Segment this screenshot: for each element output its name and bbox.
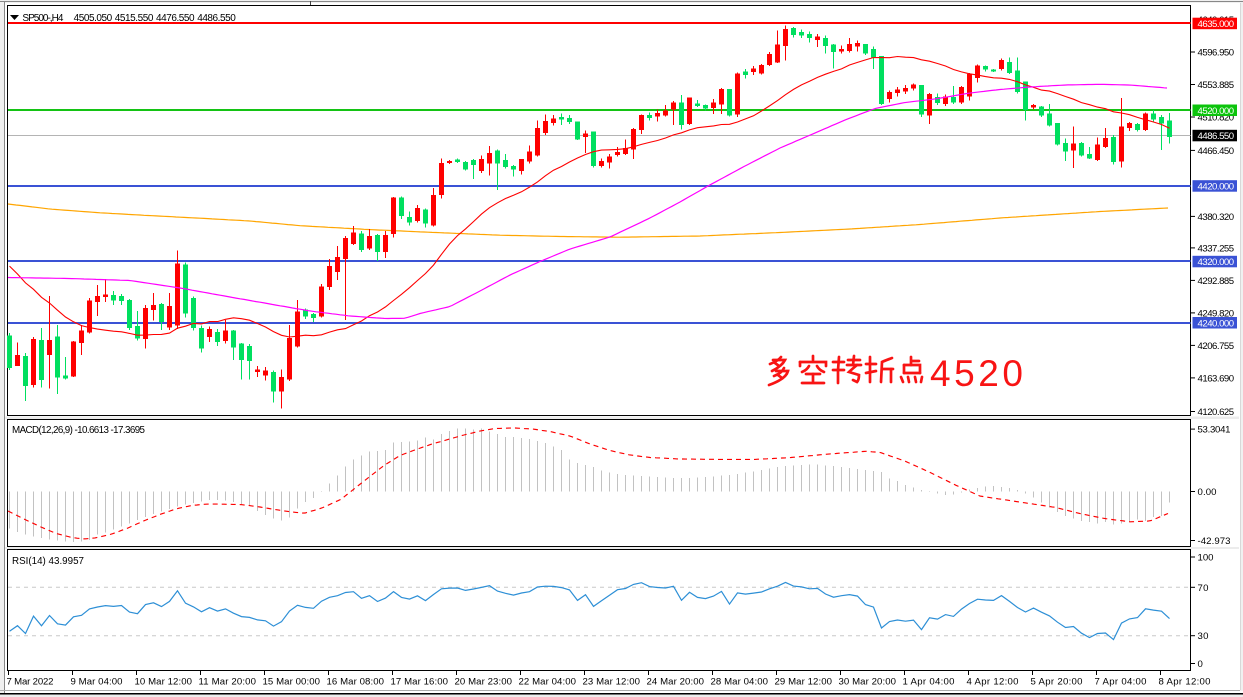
svg-text:15 Mar 00:00: 15 Mar 00:00: [263, 677, 321, 688]
svg-text:-42.973: -42.973: [1198, 536, 1231, 547]
svg-text:7 Mar 2022: 7 Mar 2022: [7, 677, 54, 688]
svg-text:30: 30: [1198, 631, 1209, 642]
svg-text:4596.950: 4596.950: [1198, 48, 1235, 59]
svg-text:0.00: 0.00: [1198, 487, 1217, 498]
svg-text:4505.050: 4505.050: [74, 13, 113, 24]
svg-text:4420.000: 4420.000: [1198, 182, 1235, 193]
svg-text:4249.820: 4249.820: [1198, 308, 1235, 319]
svg-text:17 Mar 16:00: 17 Mar 16:00: [391, 677, 449, 688]
svg-text:53.3041: 53.3041: [1198, 425, 1231, 436]
svg-text:30 Mar 20:00: 30 Mar 20:00: [839, 677, 897, 688]
svg-text:4486.550: 4486.550: [1198, 131, 1235, 142]
svg-text:9 Mar 04:00: 9 Mar 04:00: [71, 677, 123, 688]
svg-text:4292.885: 4292.885: [1198, 276, 1235, 287]
svg-text:4520.000: 4520.000: [1198, 106, 1235, 117]
svg-text:8 Apr 12:00: 8 Apr 12:00: [1159, 677, 1211, 688]
svg-text:1 Apr 04:00: 1 Apr 04:00: [903, 677, 955, 688]
svg-text:5 Apr 20:00: 5 Apr 20:00: [1031, 677, 1083, 688]
svg-text:4486.550: 4486.550: [197, 13, 236, 24]
svg-text:4510.820: 4510.820: [1198, 113, 1235, 124]
svg-text:4466.450: 4466.450: [1198, 146, 1235, 157]
svg-text:10 Mar 12:00: 10 Mar 12:00: [135, 677, 193, 688]
svg-text:4380.320: 4380.320: [1198, 212, 1235, 223]
svg-text:20 Mar 23:00: 20 Mar 23:00: [455, 677, 513, 688]
svg-text:11 Mar 20:00: 11 Mar 20:00: [199, 677, 257, 688]
svg-text:23 Mar 12:00: 23 Mar 12:00: [583, 677, 641, 688]
svg-text:4320.000: 4320.000: [1198, 257, 1235, 268]
svg-text:SP500-,H4: SP500-,H4: [22, 13, 63, 24]
svg-text:4163.690: 4163.690: [1198, 373, 1235, 384]
svg-text:29 Mar 12:00: 29 Mar 12:00: [775, 677, 833, 688]
svg-text:4515.550: 4515.550: [115, 13, 154, 24]
svg-text:4120.625: 4120.625: [1198, 407, 1235, 418]
svg-text:70: 70: [1198, 583, 1209, 594]
svg-text:7 Apr 04:00: 7 Apr 04:00: [1095, 677, 1147, 688]
svg-text:24 Mar 20:00: 24 Mar 20:00: [647, 677, 705, 688]
svg-text:RSI(14) 43.9957: RSI(14) 43.9957: [12, 556, 84, 567]
svg-text:4476.550: 4476.550: [156, 13, 195, 24]
svg-text:MACD(12,26,9) -10.6613 -17.369: MACD(12,26,9) -10.6613 -17.3695: [12, 425, 146, 436]
svg-text:28 Mar 04:00: 28 Mar 04:00: [711, 677, 769, 688]
svg-text:4240.000: 4240.000: [1198, 318, 1235, 329]
svg-text:100: 100: [1198, 553, 1214, 564]
svg-text:4337.255: 4337.255: [1198, 243, 1235, 254]
svg-text:4206.755: 4206.755: [1198, 341, 1235, 352]
svg-text:0: 0: [1198, 659, 1203, 670]
svg-text:4553.885: 4553.885: [1198, 80, 1235, 91]
svg-text:4 Apr 12:00: 4 Apr 12:00: [967, 677, 1019, 688]
svg-text:22 Mar 04:00: 22 Mar 04:00: [519, 677, 577, 688]
svg-text:16 Mar 08:00: 16 Mar 08:00: [327, 677, 385, 688]
svg-text:4635.000: 4635.000: [1198, 19, 1235, 30]
